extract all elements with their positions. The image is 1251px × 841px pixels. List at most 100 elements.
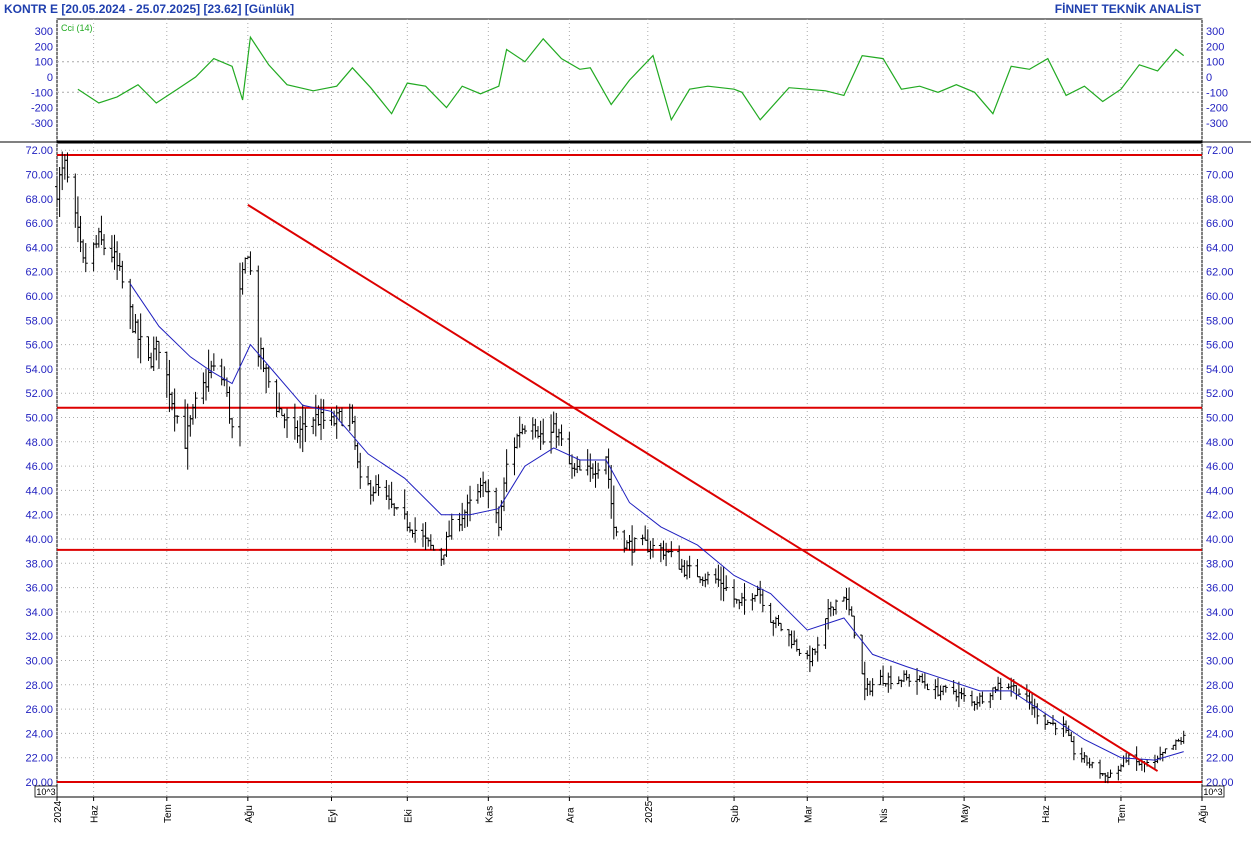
ohlc-bar [687,555,692,579]
ohlc-bar [366,466,371,486]
ohlc-bar [358,452,363,489]
x-tick-label: Nis [879,809,890,823]
ohlc-bar [651,538,656,558]
ohlc-bar [172,388,177,432]
ohlc-bar [669,541,674,558]
ohlc-bar [258,337,263,370]
moving-average [129,283,1184,761]
y-tick-label-right: 38.00 [1206,558,1234,570]
ohlc-bar [739,592,744,607]
ohlc-bar [60,151,65,191]
x-tick-label: Kas [484,806,495,823]
ohlc-bar [243,257,248,274]
ohlc-bar [423,522,428,551]
ohlc-bar [551,411,556,433]
ohlc-bar [643,525,648,541]
ohlc-bar [640,534,645,546]
cci-tick-label-left: 200 [35,41,53,53]
ohlc-bar [355,442,360,469]
x-tick-label: Haz [90,805,101,823]
ohlc-bar [334,405,339,439]
y-tick-label-left: 70.00 [25,170,53,182]
trendline-group [247,204,1159,772]
ohlc-bar [394,507,399,510]
x-tick-label: Ara [565,807,576,823]
ohlc-bar [606,448,611,489]
ohlc-bar [1071,736,1076,761]
ohlc-bar [81,239,86,263]
ohlc-bar [716,564,721,587]
ohlc-bar [1079,747,1084,763]
ohlc-bar [868,680,873,696]
x-tick-label: Eki [403,809,414,823]
ohlc-bar [62,154,67,180]
ohlc-bar [475,483,480,504]
ohlc-bar [904,670,909,681]
ohlc-bar [590,463,595,479]
ohlc-bar [285,408,290,438]
ohlc-bar [237,262,242,447]
ohlc-bar [881,665,886,686]
ohlc-bar [789,630,794,649]
ohlc-bar [376,474,381,496]
ohlc-bar [136,319,141,359]
ohlc-bar [977,692,982,707]
y-tick-label-right: 50.00 [1206,413,1234,425]
ohlc-bar [413,517,418,543]
y-tick-label-left: 44.00 [25,485,53,497]
ohlc-bar [834,599,839,615]
ohlc-bar [713,568,718,584]
ohlc-bar [138,313,143,364]
ohlc-bar [1066,725,1071,737]
ohlc-bar [954,689,959,702]
y-tick-label-right: 36.00 [1206,583,1234,595]
ohlc-bar [533,418,538,438]
ohlc-bar [94,234,99,249]
ohlc-bar [277,392,282,413]
ohlc-bar [407,522,412,533]
ohlc-bar [572,463,577,477]
y-tick-label-right: 40.00 [1206,534,1234,546]
x-tick-label: Şub [730,805,741,823]
y-tick-label-left: 38.00 [25,558,53,570]
ohlc-bar [760,588,765,613]
ohlc-bar [852,615,857,639]
y-tick-label-right: 56.00 [1206,340,1234,352]
ohlc-bar [938,685,943,701]
ohlc-bar [886,672,891,693]
y-tick-label-left: 40.00 [25,534,53,546]
ohlc-bar [292,403,297,440]
ohlc-bar [219,358,224,386]
ohlc-bar [240,262,245,295]
ohlc-bar [112,234,117,270]
x-tick-label: Tem [163,804,174,823]
ohlc-bar [630,525,635,566]
ohlc-bar [295,420,300,443]
ohlc-bar [1024,684,1029,703]
y-tick-label-left: 36.00 [25,583,53,595]
ohlc-bar [779,622,784,632]
cci-line [77,35,1185,122]
y-tick-label-right: 24.00 [1206,728,1234,740]
price-panel-frame [56,142,1203,798]
y-tick-label-left: 30.00 [25,656,53,668]
ohlc-bar [724,575,729,591]
ohlc-bar [319,398,324,441]
ohlc-bar [831,606,836,616]
cci-tick-label-right: 300 [1206,26,1224,38]
ohlc-bar [478,477,483,498]
y-tick-label-right: 68.00 [1206,194,1234,206]
scale-note-label: 10^3 [1203,787,1222,797]
x-tick-label: 2024 [53,800,64,823]
ohlc-bar [102,234,107,256]
scale-note-box [1201,785,1225,798]
ohlc-bar [449,513,454,540]
cci-tick-label-right: 100 [1206,57,1224,69]
ohlc-bar [120,260,125,289]
ohlc-bar [1053,722,1058,736]
ohlc-bar [1121,755,1126,768]
ohlc-bar [878,669,883,686]
ohlc-bar [266,365,271,388]
ohlc-bar [624,540,629,550]
ohlc-bar [792,630,797,646]
